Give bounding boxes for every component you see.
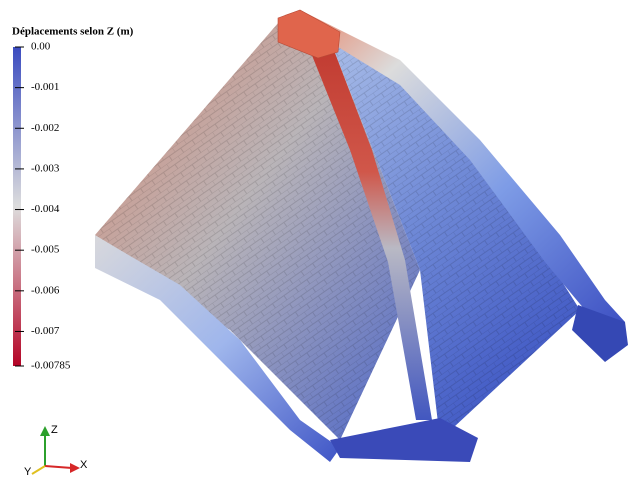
z-axis-label: Z [51, 424, 58, 436]
y-axis-arrow [31, 465, 46, 475]
y-axis-label: Y [24, 466, 32, 478]
tile-pattern [330, 40, 580, 440]
right-arch-rim [285, 10, 625, 330]
base-block [330, 418, 478, 462]
diagonal-rib [305, 38, 432, 420]
colorbar-tick-label: -0.001 [31, 81, 59, 93]
colorbar-tick-label: -0.002 [31, 122, 59, 134]
axes-triad: Z Y X [24, 424, 88, 478]
x-axis-arrow [44, 465, 73, 469]
x-arrowhead [70, 463, 80, 473]
legend-title: Déplacements selon Z (m) [12, 26, 134, 38]
keystone [277, 9, 341, 59]
colorbar-tick-label: -0.005 [31, 244, 60, 256]
x-axis-label: X [80, 459, 88, 471]
colorbar [13, 47, 21, 366]
colorbar-tick-label: -0.006 [31, 284, 60, 296]
vault-model [95, 9, 628, 462]
right-foot [572, 305, 628, 362]
colorbar-tick-label: -0.003 [31, 162, 60, 174]
color-legend: Déplacements selon Z (m) 0.00 -0.001 -0.00… [12, 26, 134, 372]
colorbar-tick-label: -0.007 [31, 325, 60, 337]
z-arrowhead [40, 426, 50, 436]
colorbar-tick-label: 0.00 [31, 41, 51, 53]
colorbar-tick-label: -0.004 [31, 203, 60, 215]
colorbar-tick-label: -0.00785 [31, 360, 71, 372]
left-arch-rim [95, 235, 340, 462]
